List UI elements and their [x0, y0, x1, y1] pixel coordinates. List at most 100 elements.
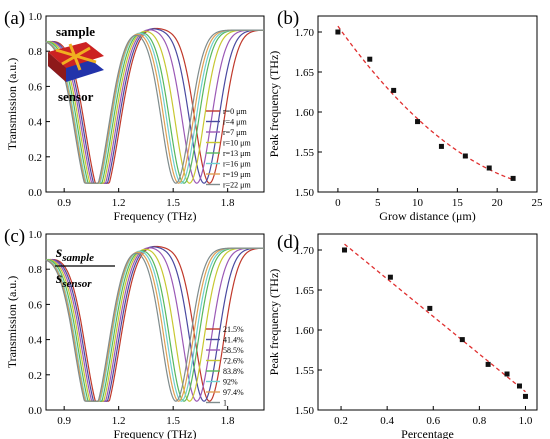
panel-label-a: (a) — [4, 8, 25, 29]
y-tick-label-d: 1.60 — [295, 325, 315, 337]
sample-layer-side — [48, 52, 66, 82]
panel-label-d: (d) — [277, 232, 299, 253]
y-tick-label-b: 1.60 — [295, 107, 315, 119]
y-tick-label-d: 1.70 — [295, 245, 315, 257]
y-tick-label-c: 0.8 — [28, 264, 42, 276]
legend-label-a-7: r=22 μm — [223, 181, 251, 190]
legend-label-a-0: r=0 μm — [223, 107, 247, 116]
x-axis-label-d: Percentage — [401, 427, 454, 439]
plot-frame-a — [45, 15, 265, 193]
y-axis-label-c: Transmission (a.u.) — [5, 276, 19, 369]
data-point-b-7 — [510, 175, 516, 181]
x-axis-label-a: Frequency (THz) — [114, 209, 197, 223]
x-tick-label-b: 5 — [375, 197, 381, 209]
y-tick-label-d: 1.50 — [295, 405, 315, 417]
y-axis-label-b: Peak frequency (THz) — [267, 51, 281, 158]
y-tick-label-a: 0.0 — [28, 187, 42, 199]
data-point-d-7 — [522, 393, 528, 399]
svg-text:ssample: ssample — [55, 244, 94, 264]
y-tick-label-b: 1.55 — [295, 147, 315, 159]
ratio-denominator: s — [55, 270, 62, 287]
y-tick-label-a: 0.6 — [28, 81, 42, 93]
y-tick-label-c: 0.0 — [28, 405, 42, 417]
plot-frame-d — [317, 233, 538, 411]
series-line-c-7 — [45, 247, 264, 402]
panel-a: 0.9 1.2 1.5 1.8 0.0 0.2 0.4 0.6 0.8 1.0 Frequency … — [5, 11, 265, 223]
y-tick-label-b: 1.50 — [295, 187, 315, 199]
legend-label-a-5: r=16 μm — [223, 160, 251, 169]
panel-c: 0.9 1.2 1.5 1.8 0.0 0.2 0.4 0.6 0.8 1.0 Frequency … — [5, 229, 265, 439]
data-point-d-4 — [485, 361, 491, 367]
x-tick-label-d: 1.0 — [519, 415, 533, 427]
legend-label-c-6: 97.4% — [223, 388, 244, 397]
series-line-a-3 — [45, 29, 264, 184]
series-line-c-1 — [45, 246, 264, 402]
legend-label-c-4: 83.8% — [223, 367, 244, 376]
fit-line-b — [337, 25, 514, 181]
y-tick-label-c: 1.0 — [28, 229, 42, 241]
x-tick-label-d: 0.2 — [334, 415, 348, 427]
legend-label-c-1: 41.4% — [223, 336, 244, 345]
data-point-b-1 — [367, 56, 373, 62]
legend-label-c-7: 1 — [223, 399, 227, 408]
series-line-a-7 — [45, 29, 264, 184]
x-tick-label-c: 1.2 — [112, 415, 126, 427]
ratio-numerator-sub: sample — [61, 252, 94, 264]
x-tick-label-b: 0 — [335, 197, 341, 209]
x-tick-label-d: 0.4 — [380, 415, 394, 427]
x-tick-label-b: 20 — [492, 197, 504, 209]
y-tick-label-a: 0.4 — [28, 117, 42, 129]
y-tick-label-b: 1.70 — [295, 27, 315, 39]
legend-label-a-6: r=19 μm — [223, 170, 251, 179]
x-tick-label-d: 0.6 — [426, 415, 440, 427]
series-line-a-1 — [45, 28, 264, 184]
y-tick-label-a: 0.2 — [28, 152, 42, 164]
legend-label-c-3: 72.6% — [223, 357, 244, 366]
data-point-b-6 — [486, 165, 492, 171]
data-point-b-0 — [335, 29, 341, 35]
data-point-b-5 — [462, 153, 468, 159]
plot-frame-b — [317, 15, 538, 193]
x-tick-label-b: 10 — [412, 197, 424, 209]
y-tick-label-a: 1.0 — [28, 11, 42, 23]
ratio-numerator: s — [55, 244, 62, 261]
panel-b: 0 5 10 15 20 25 1.50 1.55 1.60 1.65 1.70 Grow dista… — [267, 15, 544, 223]
x-axis-label-c: Frequency (THz) — [114, 427, 197, 439]
legend-label-c-5: 92% — [223, 378, 238, 387]
data-point-d-6 — [516, 383, 522, 389]
series-line-c-2 — [45, 247, 264, 402]
data-point-b-2 — [391, 87, 397, 93]
x-tick-label-d: 0.8 — [472, 415, 486, 427]
y-tick-label-d: 1.65 — [295, 285, 315, 297]
y-tick-label-c: 0.4 — [28, 335, 42, 347]
y-axis-label-d: Peak frequency (THz) — [267, 269, 281, 376]
data-point-d-3 — [459, 337, 465, 343]
plot-frame-c — [45, 233, 265, 411]
y-tick-label-d: 1.55 — [295, 365, 315, 377]
series-line-a-2 — [45, 29, 264, 184]
legend-label-a-3: r=10 μm — [223, 139, 251, 148]
inset-sample-label: sample — [56, 24, 95, 39]
x-tick-label-a: 1.5 — [166, 197, 180, 209]
legend-label-a-1: r=4 μm — [223, 118, 247, 127]
data-point-d-0 — [342, 247, 348, 253]
data-point-d-2 — [427, 305, 433, 311]
panel-d: 0.2 0.4 0.6 0.8 1.0 1.50 1.55 1.60 1.65 1.70 Perce… — [267, 233, 538, 439]
y-tick-label-c: 0.6 — [28, 299, 42, 311]
y-tick-label-c: 0.2 — [28, 370, 42, 382]
x-tick-label-c: 1.8 — [221, 415, 235, 427]
legend-label-c-2: 58.5% — [223, 346, 244, 355]
data-point-d-1 — [387, 274, 393, 280]
x-tick-label-b: 25 — [532, 197, 544, 209]
panel-label-c: (c) — [4, 226, 25, 247]
ratio-label: ssample ssensor — [55, 244, 115, 290]
x-tick-label-c: 0.9 — [57, 415, 71, 427]
inset-sensor-label: sensor — [58, 89, 94, 104]
x-tick-label-a: 1.8 — [221, 197, 235, 209]
x-tick-label-b: 15 — [452, 197, 464, 209]
ratio-denominator-sub: sensor — [61, 278, 92, 290]
x-tick-label-c: 1.5 — [166, 415, 180, 427]
legend-label-a-2: r=7 μm — [223, 128, 247, 137]
fit-line-d — [344, 243, 526, 393]
